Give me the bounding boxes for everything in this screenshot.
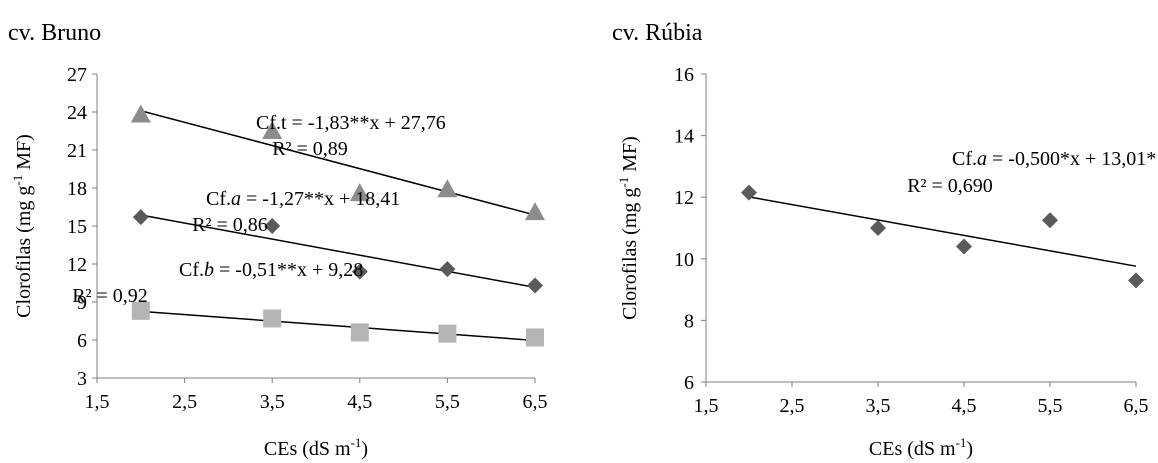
bruno-y-axis-label-end: MF) [13, 134, 35, 175]
bruno-diamond-point [439, 261, 456, 278]
bruno-equation-text: = -1,27**x + 18,41 [241, 188, 400, 210]
bruno-diamond-point [351, 263, 368, 280]
rubia-y-tick-label: 6 [684, 372, 694, 394]
bruno-y-axis-label: Clorofilas (mg g-1 MF) [10, 134, 35, 318]
bruno-x-axis-label-main: CEs (dS m [264, 438, 351, 460]
bruno-x-tick-label: 3,5 [260, 391, 285, 413]
bruno-x-tick-label: 4,5 [347, 391, 372, 413]
rubia-equation-1: Cf.a = -0,500*x + 13,01* [952, 148, 1156, 170]
bruno-x-tick-label: 5,5 [435, 391, 460, 413]
bruno-y-tick-label: 21 [67, 140, 87, 162]
rubia-diamond-point [1128, 272, 1144, 289]
bruno-y-tick-label: 3 [77, 368, 87, 390]
bruno-r-squared-1: R² = 0,89 [272, 138, 348, 160]
rubia-x-tick-label: 1,5 [694, 395, 719, 417]
rubia-x-axis-label-sup: -1 [956, 435, 967, 450]
bruno-square-point [263, 309, 282, 328]
bruno-equation-italic: b [204, 259, 214, 281]
bruno-equation-text: Cf. [206, 188, 231, 210]
bruno-triangle-point [437, 179, 458, 198]
bruno-chart-title: cv. Bruno [8, 20, 101, 46]
rubia-trend-line-1 [748, 196, 1137, 267]
rubia-y-tick-label: 10 [674, 249, 694, 271]
bruno-triangle-point [130, 104, 151, 123]
rubia-diamond-point [956, 238, 972, 255]
bruno-square-point [438, 324, 457, 343]
bruno-diamond-point [132, 209, 149, 226]
bruno-square-point [526, 328, 544, 347]
bruno-triangle-point [349, 183, 370, 202]
rubia-y-axis-label-main: Clorofilas (mg g [619, 188, 641, 320]
bruno-equation-text: Cf. [179, 259, 204, 281]
rubia-y-axis-label-end: MF) [619, 136, 641, 177]
rubia-chart-title: cv. Rúbia [612, 20, 703, 46]
bruno-y-tick-label: 27 [67, 64, 87, 86]
rubia-y-tick-label: 8 [684, 310, 694, 332]
bruno-triangle-point [525, 202, 545, 221]
rubia-x-tick-label: 5,5 [1038, 395, 1063, 417]
rubia-x-tick-label: 2,5 [780, 395, 805, 417]
bruno-equation-text: = -0,51**x + 9,28 [214, 259, 363, 281]
bruno-trend-line-2 [140, 214, 536, 289]
bruno-r-squared-3: R² = 0,92 [72, 285, 148, 307]
rubia-diamond-point [1042, 212, 1058, 229]
rubia-y-axis-label-sup: -1 [616, 177, 631, 188]
rubia-y-tick-label: 12 [674, 187, 694, 209]
bruno-y-tick-label: 18 [67, 178, 87, 200]
bruno-equation-3: Cf.b = -0,51**x + 9,28 [179, 259, 363, 281]
bruno-y-tick-label: 9 [77, 292, 87, 314]
bruno-diamond-point [264, 218, 281, 234]
bruno-square-point [350, 323, 369, 342]
rubia-x-tick-label: 6,5 [1124, 395, 1149, 417]
bruno-x-tick-label: 2,5 [172, 391, 197, 413]
bruno-x-tick-label: 6,5 [523, 391, 548, 413]
rubia-y-tick-label: 14 [674, 126, 694, 148]
bruno-x-axis-label-end: ) [361, 438, 368, 460]
bruno-equation-1: Cf.t = -1,83**x + 27,76 [256, 112, 446, 134]
bruno-trend-line-3 [140, 310, 536, 342]
rubia-r-squared-1: R² = 0,690 [907, 175, 993, 197]
rubia-x-axis-label-end: ) [966, 438, 973, 460]
bruno-equation-italic: a [231, 188, 241, 210]
bruno-y-tick-label: 15 [67, 216, 87, 238]
rubia-equation-italic: a [977, 148, 987, 170]
bruno-y-axis-label-sup: -1 [10, 175, 25, 186]
bruno-y-tick-label: 24 [67, 102, 87, 124]
bruno-y-axis-label-main: Clorofilas (mg g [13, 186, 35, 318]
rubia-x-axis-label: CEs (dS m-1) [869, 435, 973, 460]
rubia-diamond-point [870, 220, 886, 236]
bruno-y-tick-label: 6 [77, 330, 87, 352]
rubia-diamond-point [741, 184, 757, 201]
rubia-y-tick-label: 16 [674, 64, 694, 86]
rubia-x-axis-label-main: CEs (dS m [869, 438, 956, 460]
bruno-r-squared-2: R² = 0,86 [192, 214, 268, 236]
bruno-diamond-point [527, 277, 543, 294]
rubia-y-axis-label: Clorofilas (mg g-1 MF) [616, 136, 641, 320]
bruno-triangle-point [262, 121, 283, 139]
bruno-trend-line-1 [140, 110, 536, 216]
bruno-x-axis-label: CEs (dS m-1) [264, 435, 368, 460]
rubia-x-tick-label: 3,5 [866, 395, 891, 417]
bruno-square-point [131, 301, 150, 320]
bruno-chart: cv. Bruno 3 6 9 12 15 18 21 24 27 1,5 2,5 3,5 4,5 5,5 6… [8, 20, 548, 460]
bruno-x-axis-label-sup: -1 [351, 435, 362, 450]
rubia-equation-text: Cf. [952, 148, 977, 170]
bruno-x-tick-label: 1,5 [85, 391, 110, 413]
bruno-y-tick-label: 12 [67, 254, 87, 276]
bruno-equation-text: Cf.t = -1,83**x + 27,76 [256, 112, 446, 134]
rubia-x-tick-label: 4,5 [952, 395, 977, 417]
bruno-equation-2: Cf.a = -1,27**x + 18,41 [206, 188, 400, 210]
rubia-equation-text: = -0,500*x + 13,01* [987, 148, 1156, 170]
rubia-chart: cv. Rúbia 6 8 10 12 14 16 1,5 2,5 3,5 4,5 5,5 6,5 CEs… [612, 20, 1156, 460]
